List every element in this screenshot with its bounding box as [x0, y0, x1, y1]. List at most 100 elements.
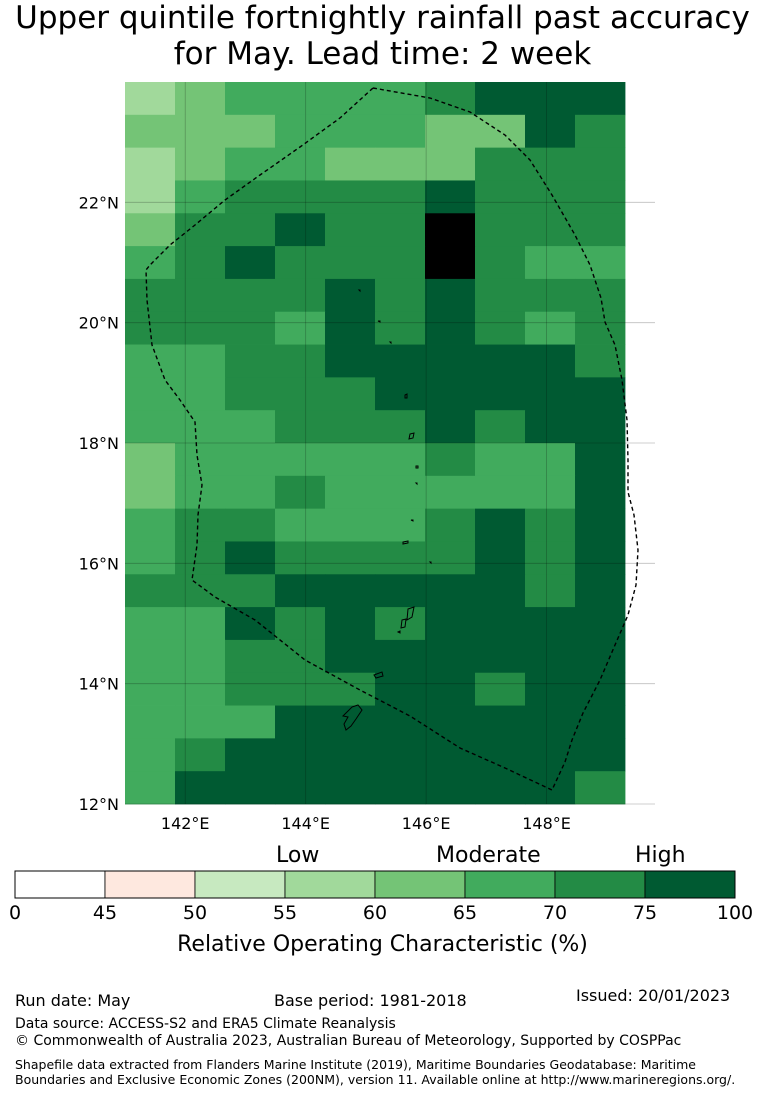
grid-cell	[525, 82, 576, 116]
grid-cell	[375, 508, 426, 542]
grid-cell	[275, 114, 326, 149]
grid-cell	[325, 82, 376, 116]
grid-cell	[325, 410, 376, 444]
grid-cell	[575, 508, 626, 542]
grid-cell	[525, 639, 576, 674]
colorbar-segment	[464, 870, 556, 899]
grid-cell	[225, 672, 276, 706]
grid-cell	[425, 443, 476, 477]
latitude-tick-label: 14°N	[79, 675, 119, 694]
grid-cell	[575, 410, 626, 444]
islands	[341, 289, 432, 731]
island-uracas	[357, 289, 361, 293]
island-tinian	[400, 618, 407, 629]
colorbar-segment	[644, 870, 736, 899]
grid-cell	[475, 574, 526, 608]
grid-cell	[175, 607, 226, 641]
grid-cell	[575, 607, 626, 641]
grid-cell	[425, 180, 476, 214]
grid-cell	[475, 771, 526, 805]
colorbar-tick-label: 50	[182, 902, 208, 924]
grid-cell	[175, 541, 226, 575]
island-aguijan	[396, 630, 401, 634]
grid-cell	[475, 639, 526, 674]
grid-cell	[175, 705, 226, 739]
colorbar-category-moderate: Moderate	[436, 843, 541, 868]
grid-cell	[125, 771, 176, 805]
grid-cell	[375, 410, 426, 444]
grid-cell	[575, 574, 626, 608]
grid-cell	[225, 114, 276, 149]
grid-cell	[375, 771, 426, 805]
grid-cell	[525, 213, 576, 247]
grid-cell	[575, 82, 626, 116]
island-guam	[341, 704, 363, 731]
colorbar-tick-label: 45	[92, 902, 118, 924]
colorbar-axis-label: Relative Operating Characteristic (%)	[177, 932, 588, 957]
grid-cell	[325, 574, 376, 608]
colorbar-tick-label: 70	[542, 902, 568, 924]
shapefile-credit: Shapefile data extracted from Flanders M…	[15, 1057, 736, 1087]
eez-boundary	[145, 87, 639, 791]
grid-cell	[125, 82, 176, 116]
grid-cell	[275, 410, 326, 444]
grid-cell	[225, 443, 276, 477]
grid-cell	[575, 344, 626, 378]
grid-cell	[525, 114, 576, 149]
island-asuncion	[388, 341, 392, 345]
grid-cell	[575, 672, 626, 706]
longitude-tick-label: 146°E	[402, 814, 451, 833]
issued-date: Issued: 20/01/2023	[576, 986, 731, 1005]
grid-cell	[225, 311, 276, 345]
grid-cell	[475, 508, 526, 542]
grid-cell	[175, 672, 226, 706]
grid-cell	[425, 82, 476, 116]
grid-cell	[475, 410, 526, 444]
grid-cell	[125, 213, 176, 247]
colorbar-segment	[194, 870, 286, 899]
grid-cell	[475, 344, 526, 378]
grid-cell	[275, 180, 326, 214]
grid-cell	[575, 147, 626, 181]
longitude-tick-label: 148°E	[522, 814, 571, 833]
grid-cell	[275, 311, 326, 345]
grid-cell	[325, 705, 376, 739]
grid-cell	[275, 639, 326, 674]
grid-cell	[375, 377, 426, 411]
grid-cell	[375, 639, 426, 674]
latitude-tick-label: 12°N	[79, 795, 119, 814]
grid-cell	[575, 639, 626, 674]
grid-cell	[125, 180, 176, 214]
grid-cell	[325, 278, 376, 313]
title-line-2: for May. Lead time: 2 week	[173, 36, 592, 72]
grid-cell	[275, 672, 326, 706]
grid-cell	[375, 180, 426, 214]
grid-cell	[325, 508, 376, 542]
grid-cell	[375, 607, 426, 641]
grid-cell	[525, 443, 576, 477]
grid-cell	[125, 639, 176, 674]
grid-cell	[425, 639, 476, 674]
grid-cell	[275, 82, 326, 116]
island-pagan	[408, 432, 415, 440]
grid-cell	[425, 705, 476, 739]
grid-cell	[575, 738, 626, 772]
grid-cell	[325, 180, 376, 214]
grid-cell	[525, 246, 576, 280]
grid-cell	[575, 771, 626, 805]
grid-cell	[225, 180, 276, 214]
island-small-1	[428, 561, 432, 565]
grid-cell	[375, 574, 426, 608]
grid-cell	[425, 672, 476, 706]
grid-cell	[475, 311, 526, 345]
latitude-tick-label: 20°N	[79, 314, 119, 333]
grid-cell	[325, 672, 376, 706]
grid-cell	[225, 771, 276, 805]
grid-cell	[525, 771, 576, 805]
grid-cell	[525, 410, 576, 444]
grid-cell	[275, 738, 326, 772]
grid-cell	[425, 213, 476, 247]
grid-cell	[225, 607, 276, 641]
grid-cell	[375, 147, 426, 181]
grid-cell	[325, 607, 376, 641]
